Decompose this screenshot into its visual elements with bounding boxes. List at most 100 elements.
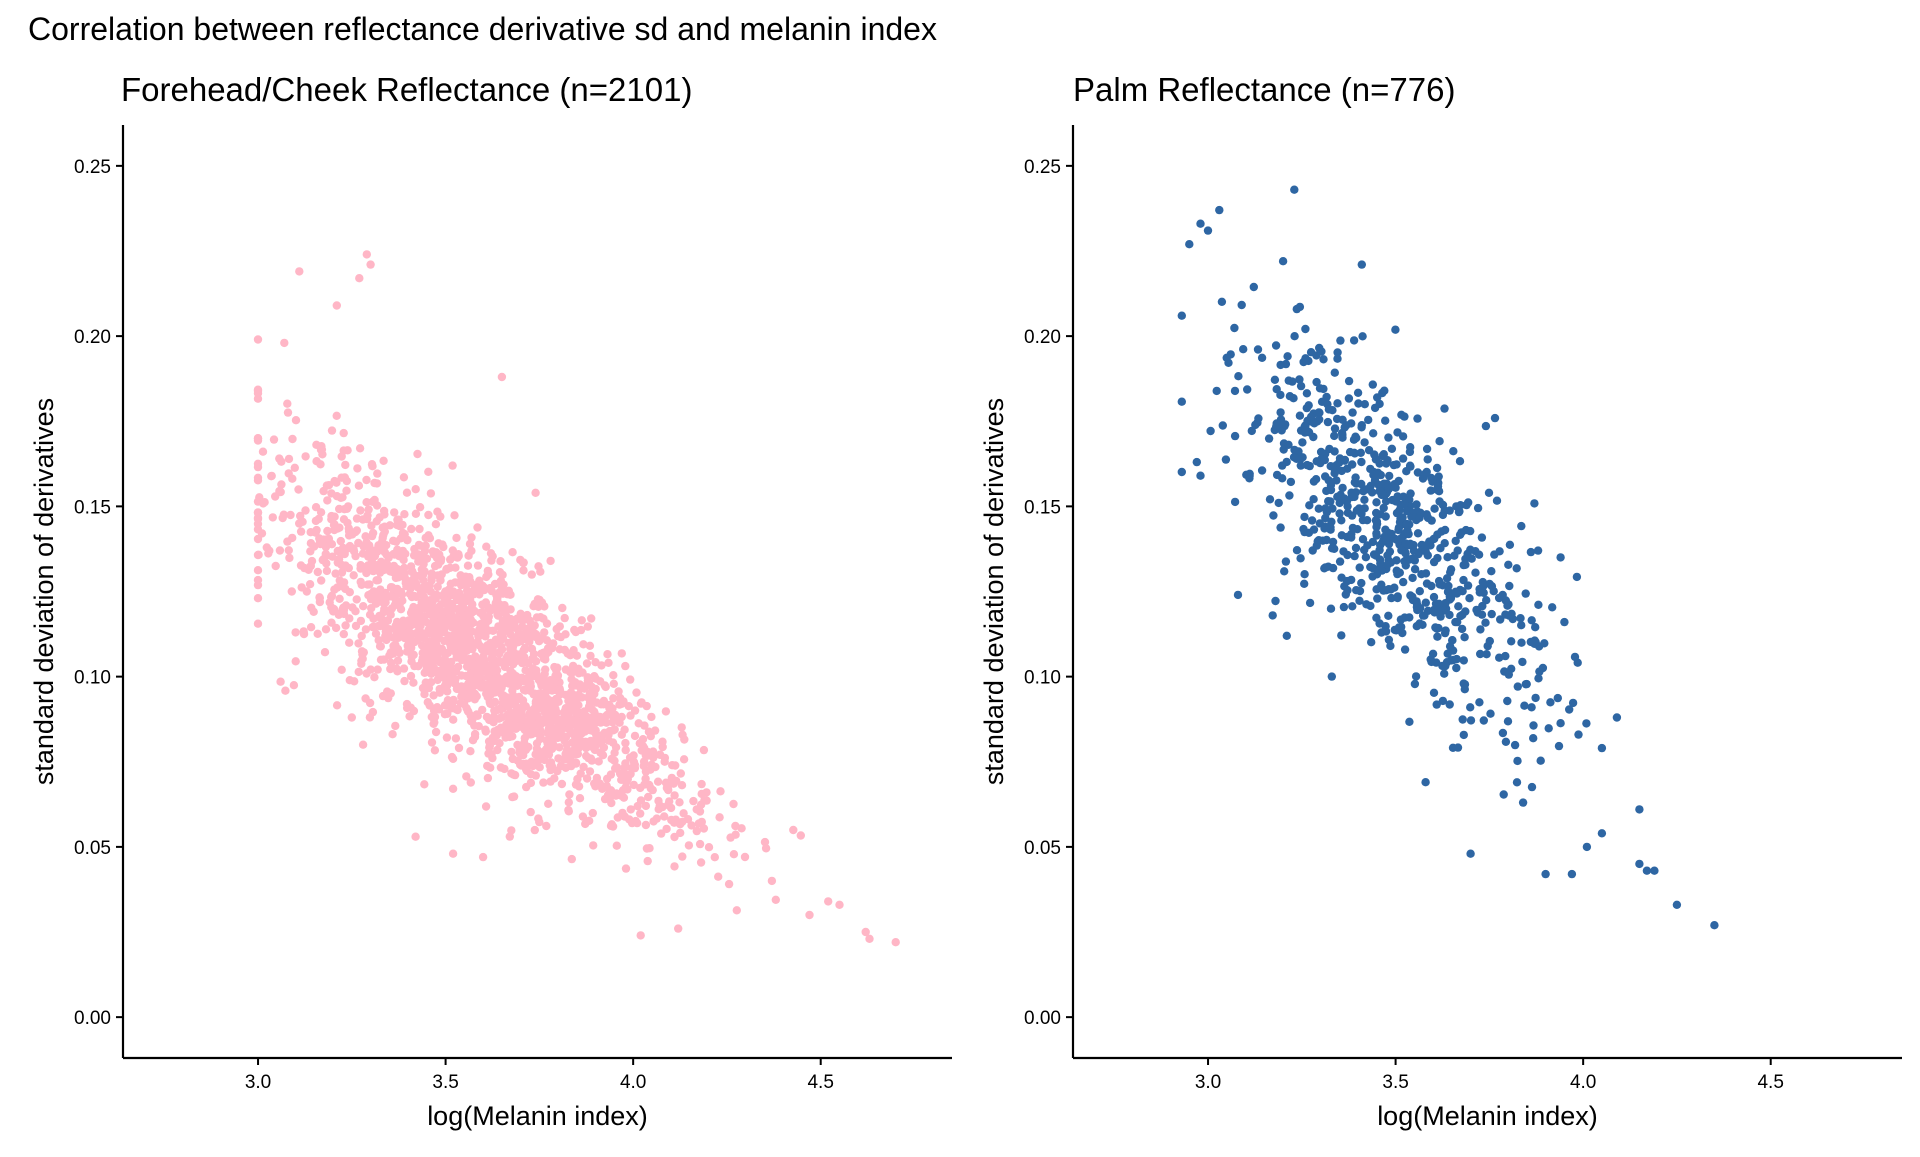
data-point xyxy=(313,567,322,577)
data-point xyxy=(448,546,457,555)
data-point xyxy=(448,784,458,793)
data-point xyxy=(1410,565,1420,574)
data-point xyxy=(444,665,453,675)
data-point xyxy=(670,818,679,827)
data-point xyxy=(301,506,310,515)
data-point xyxy=(365,698,375,708)
data-point xyxy=(454,662,463,671)
data-point xyxy=(305,580,315,589)
data-point xyxy=(1292,454,1301,463)
data-point xyxy=(443,648,453,658)
data-point xyxy=(1574,730,1583,739)
panel-title: Forehead/Cheek Reflectance (n=2101) xyxy=(121,71,692,108)
data-point xyxy=(574,782,584,791)
data-point xyxy=(679,809,688,818)
data-point xyxy=(253,508,263,517)
data-point xyxy=(530,599,539,609)
data-point xyxy=(487,556,496,565)
data-point xyxy=(638,735,648,744)
data-point xyxy=(465,539,475,549)
data-point xyxy=(526,778,536,788)
data-point xyxy=(354,481,364,490)
data-point xyxy=(299,629,309,639)
data-point xyxy=(649,753,658,762)
data-point xyxy=(540,602,549,611)
data-point xyxy=(401,577,411,586)
data-point xyxy=(1348,523,1358,533)
data-point xyxy=(344,524,353,533)
data-point xyxy=(1368,563,1378,573)
data-point xyxy=(590,709,599,718)
data-point xyxy=(315,593,324,603)
data-point xyxy=(321,625,331,634)
data-point xyxy=(1352,506,1362,515)
data-point xyxy=(446,619,455,628)
data-point xyxy=(1295,411,1305,420)
data-point xyxy=(496,713,505,723)
data-point xyxy=(553,631,563,641)
data-point xyxy=(552,624,561,634)
data-point xyxy=(448,849,458,858)
data-point xyxy=(258,447,268,456)
data-point xyxy=(281,686,290,695)
data-point xyxy=(561,763,570,772)
data-point xyxy=(357,631,366,641)
data-point xyxy=(557,779,567,789)
data-point xyxy=(331,569,340,578)
data-point xyxy=(1344,376,1354,386)
data-point xyxy=(1432,658,1441,667)
data-point xyxy=(430,712,440,722)
data-point xyxy=(1405,717,1414,726)
data-point xyxy=(426,637,435,646)
data-point xyxy=(368,528,378,538)
data-point xyxy=(291,416,301,425)
data-point xyxy=(1327,672,1337,681)
data-point xyxy=(502,658,511,667)
data-point xyxy=(1367,638,1376,647)
data-point xyxy=(1302,460,1312,470)
data-point xyxy=(363,580,372,589)
data-point xyxy=(424,467,433,476)
data-point xyxy=(374,587,384,596)
data-point xyxy=(615,700,624,709)
data-point xyxy=(1440,539,1449,548)
data-point xyxy=(636,796,646,805)
data-point xyxy=(1387,444,1397,453)
data-point xyxy=(1383,560,1392,569)
data-point xyxy=(1612,713,1622,722)
data-point xyxy=(642,701,651,711)
data-point xyxy=(760,837,770,847)
data-point xyxy=(1295,302,1305,312)
data-point xyxy=(662,783,672,793)
data-point xyxy=(510,770,520,780)
data-point xyxy=(1413,529,1423,538)
data-point xyxy=(490,697,500,707)
data-point xyxy=(534,562,543,571)
data-point xyxy=(519,558,528,567)
data-point xyxy=(1383,456,1392,465)
data-point xyxy=(539,680,549,690)
data-point xyxy=(342,504,352,513)
data-point xyxy=(1357,457,1366,467)
data-point xyxy=(1432,463,1442,473)
data-point xyxy=(1568,698,1578,708)
data-point xyxy=(453,552,462,561)
data-point xyxy=(1400,412,1409,421)
data-point xyxy=(481,727,490,736)
data-point xyxy=(516,609,525,618)
palm-panel: Palm Reflectance (n=776) 0.00 0.05 0.10 0.15… xyxy=(979,71,1902,1131)
data-point xyxy=(578,812,588,821)
data-point xyxy=(1309,525,1319,534)
data-point xyxy=(406,583,416,593)
data-point xyxy=(891,938,900,947)
data-point xyxy=(551,685,560,695)
data-point xyxy=(1484,488,1494,497)
figure-title: Correlation between reflectance derivati… xyxy=(28,11,937,47)
data-point xyxy=(1492,496,1502,505)
data-point xyxy=(1343,586,1352,595)
data-point xyxy=(1283,352,1292,361)
data-point xyxy=(590,672,599,681)
data-point xyxy=(549,639,558,648)
data-point xyxy=(466,747,475,756)
data-point xyxy=(1520,701,1529,710)
